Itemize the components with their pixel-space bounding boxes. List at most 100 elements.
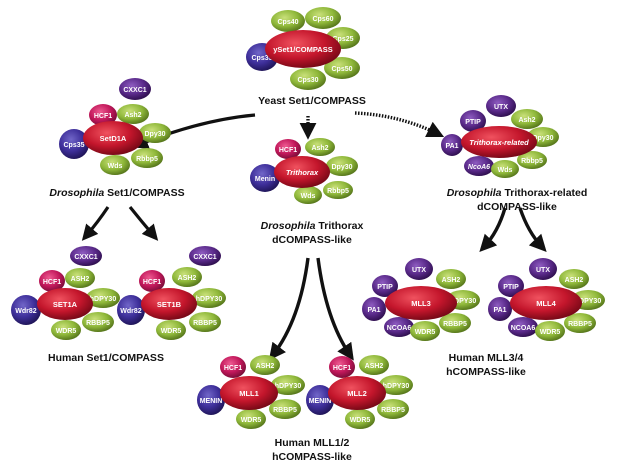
blob-rbbp5 xyxy=(323,181,353,199)
label-hcf1: HCF1 xyxy=(43,279,61,286)
label-core-set1a: SET1A xyxy=(53,300,78,309)
label-ash2: ASH2 xyxy=(565,277,584,284)
complex-yeast: Cps40 Cps60 Cps25 Cps35 Cps50 Cps30 ySet… xyxy=(246,7,360,90)
blob-utx xyxy=(486,95,516,117)
blob-dpy30 xyxy=(139,123,171,143)
blob-hdpy30 xyxy=(271,375,305,395)
blob-ncoa6 xyxy=(464,156,494,176)
complex-dm-trr: PTIP UTX Ash2 PA1 Dpy30 NcoA6 Rbbp5 Wds … xyxy=(441,95,559,178)
label-core-trithorax: Trithorax xyxy=(286,168,319,177)
label-rbbp5: RBBP5 xyxy=(443,321,467,328)
blob-core-trr xyxy=(461,126,537,158)
blob-hdpy30 xyxy=(86,288,120,308)
blob-hcf1 xyxy=(329,356,355,378)
complex-hs-set1a: CXXC1 HCF1 ASH2 Wdr82 hDPY30 RBBP5 WDR5 … xyxy=(11,246,120,340)
blob-ash2 xyxy=(511,109,543,129)
blob-core-set1b xyxy=(141,288,197,320)
label-cps35: Cps35 xyxy=(63,142,84,149)
blob-ptip xyxy=(372,275,398,297)
arrow-dm-trr-to-mll4 xyxy=(518,207,547,252)
blob-wds xyxy=(294,186,322,204)
blob-core-mll1 xyxy=(220,376,278,410)
label-cps60: Cps60 xyxy=(312,16,333,23)
complex-dm-trx: HCF1 Ash2 Dpy30 Menin Rbbp5 Wds Trithora… xyxy=(250,138,358,204)
blob-hcf1 xyxy=(220,356,246,378)
label-rbbp5: Rbbp5 xyxy=(521,158,543,165)
complex-dm-set1: CXXC1 HCF1 Ash2 Dpy30 Cps35 Rbbp5 Wds Se… xyxy=(59,78,171,175)
caption-hs-mll12-line1: Human MLL1/2 xyxy=(275,437,350,449)
arrow-dm-trx-to-mll1 xyxy=(268,257,310,361)
blob-menin xyxy=(306,385,334,415)
label-hdpy30: hDPY30 xyxy=(90,296,117,303)
label-wdr5: WDR5 xyxy=(540,329,561,336)
label-wdr5: WDR5 xyxy=(161,328,182,335)
label-wdr5: WDR5 xyxy=(415,329,436,336)
blob-core-set1a xyxy=(37,288,93,320)
complex-hs-mll2: HCF1 ASH2 hDPY30 MENIN RBBP5 WDR5 MLL2 xyxy=(306,355,413,429)
blob-cps40 xyxy=(271,10,305,32)
label-hcf1: HCF1 xyxy=(279,147,297,154)
label-wdr82: Wdr82 xyxy=(120,308,142,315)
label-core-setd1a: SetD1A xyxy=(100,134,127,143)
complex-hs-mll4: UTX PTIP ASH2 PA1 hDPY30 NCOA6 RBBP5 WDR… xyxy=(488,258,605,341)
blob-ash2 xyxy=(305,138,335,156)
caption-hs-mll34-line2: hCOMPASS-like xyxy=(446,366,526,378)
label-utx: UTX xyxy=(412,267,426,274)
arrow-dm-set1-to-set1b xyxy=(128,206,159,241)
blob-dpy30 xyxy=(326,156,358,176)
blob-wdr5 xyxy=(236,409,266,429)
blob-wdr5 xyxy=(156,320,186,340)
blob-hcf1 xyxy=(39,270,65,292)
label-ncoa6: NCOA6 xyxy=(387,325,412,332)
label-wdr82: Wdr82 xyxy=(15,308,37,315)
blob-cps60 xyxy=(305,7,341,29)
blob-ash2 xyxy=(172,267,202,287)
label-dpy30: Dpy30 xyxy=(331,164,352,171)
blob-core-mll3 xyxy=(385,286,457,320)
caption-yeast: Yeast Set1/COMPASS xyxy=(258,95,366,107)
blob-cxxc1 xyxy=(119,78,151,100)
label-cxxc1: CXXC1 xyxy=(193,254,216,261)
blob-wdr82 xyxy=(11,295,41,325)
label-cxxc1: CXXC1 xyxy=(123,87,146,94)
label-hdpy30: hDPY30 xyxy=(275,383,302,390)
blob-rbbp5 xyxy=(439,313,471,333)
label-pa1: PA1 xyxy=(445,143,458,150)
label-hcf1: HCF1 xyxy=(333,365,351,372)
blob-ash2 xyxy=(559,269,589,289)
complex-hs-mll3: UTX PTIP ASH2 PA1 hDPY30 NCOA6 RBBP5 WDR… xyxy=(362,258,480,341)
arrow-dm-trr-to-mll3 xyxy=(479,207,507,252)
label-utx: UTX xyxy=(536,267,550,274)
blob-core-mll4 xyxy=(510,286,582,320)
label-core-mll4: MLL4 xyxy=(536,299,556,308)
label-core-mll2: MLL2 xyxy=(347,389,367,398)
label-hdpy30: hDPY30 xyxy=(196,296,223,303)
label-ncoa6: NCOA6 xyxy=(511,325,536,332)
blob-hdpy30 xyxy=(192,288,226,308)
label-wdr5: WDR5 xyxy=(350,417,371,424)
label-rbbp5: Rbbp5 xyxy=(136,156,158,163)
label-core-mll1: MLL1 xyxy=(239,389,259,398)
label-hdpy30: hDPY30 xyxy=(450,298,477,305)
label-wds: Wds xyxy=(498,167,513,174)
blob-rbbp5 xyxy=(269,399,301,419)
label-core-set1b: SET1B xyxy=(157,300,182,309)
blob-wds xyxy=(491,160,519,178)
blob-hcf1 xyxy=(89,104,117,126)
label-core-mll3: MLL3 xyxy=(411,299,431,308)
blob-rbbp5 xyxy=(377,399,409,419)
blob-wdr5 xyxy=(51,320,81,340)
label-ncoa6: NcoA6 xyxy=(468,164,490,171)
label-hcf1: HCF1 xyxy=(143,279,161,286)
label-ash2: ASH2 xyxy=(71,276,90,283)
blob-pa1 xyxy=(441,134,463,156)
label-ash2: Ash2 xyxy=(124,112,141,119)
label-wds: Wds xyxy=(301,193,316,200)
label-cxxc1: CXXC1 xyxy=(74,254,97,261)
arrow-yeast-to-dm-trr xyxy=(354,111,445,138)
label-hdpy30: hDPY30 xyxy=(575,298,602,305)
blob-wdr82 xyxy=(117,295,145,325)
label-rbbp5: RBBP5 xyxy=(381,407,405,414)
